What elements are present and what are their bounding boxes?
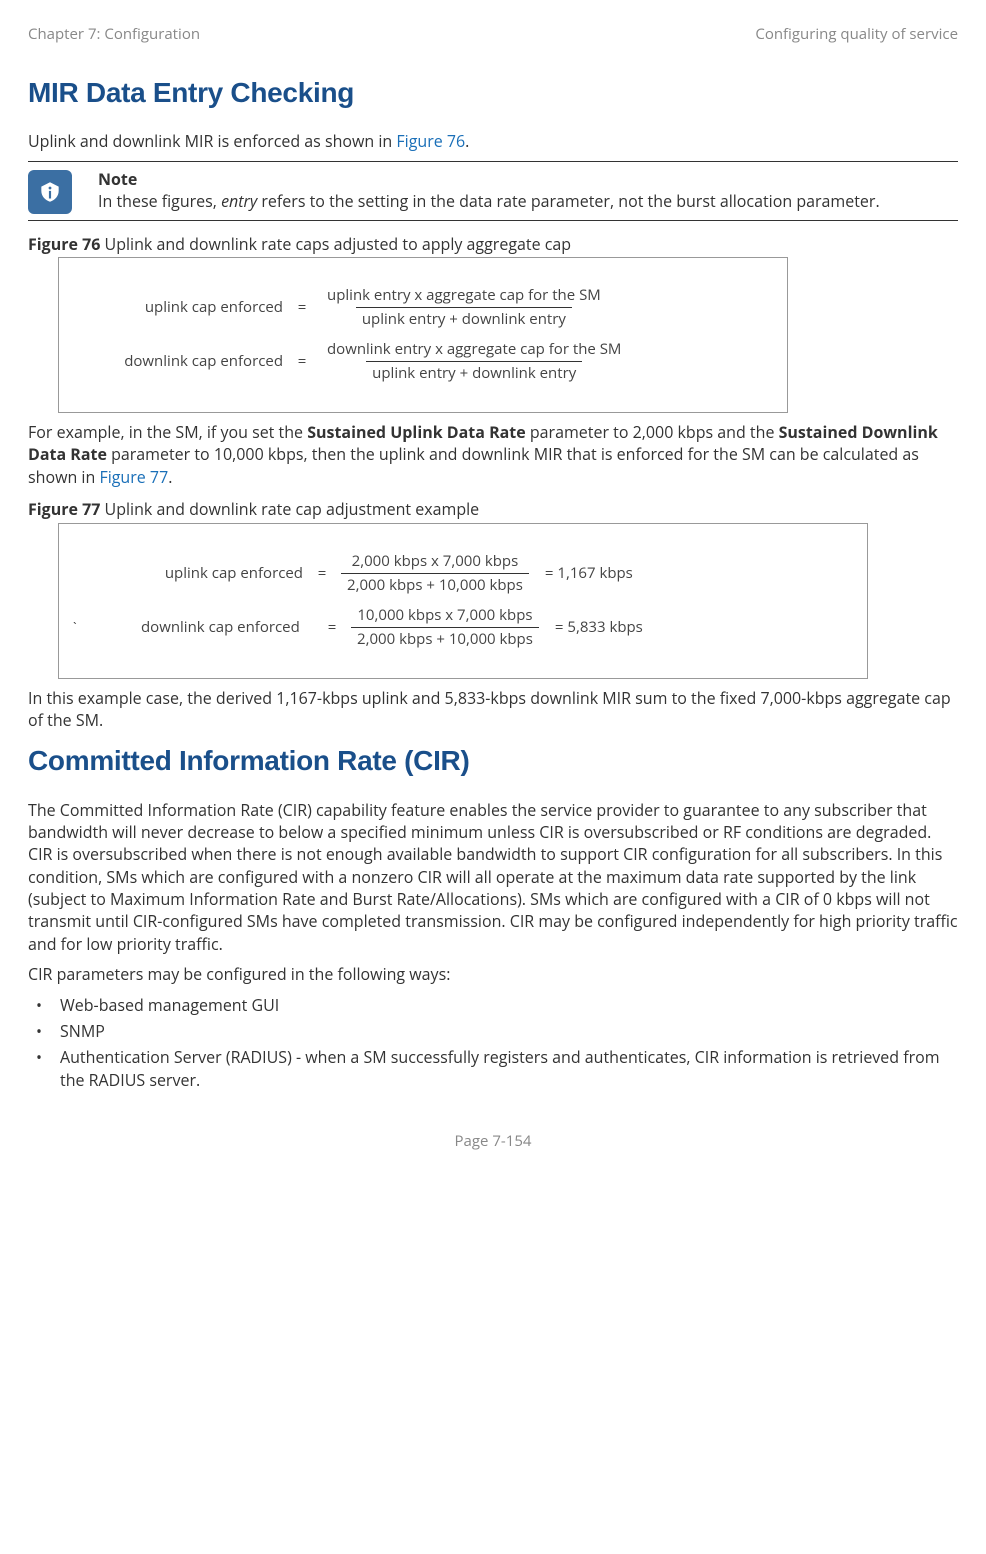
list-item: SNMP: [32, 1020, 958, 1042]
numerator: 2,000 kbps x 7,000 kbps: [346, 552, 525, 574]
list-item: Authentication Server (RADIUS) - when a …: [32, 1046, 958, 1091]
eq-downlink-example: ` downlink cap enforced = 10,000 kbps x …: [73, 606, 853, 650]
page-header: Chapter 7: Configuration Configuring qua…: [28, 24, 958, 45]
note-text: In these figures, entry refers to the se…: [98, 190, 958, 212]
fraction: downlink entry x aggregate cap for the S…: [321, 340, 627, 384]
figure-76-caption: Figure 76 Uplink and downlink rate caps …: [28, 233, 958, 255]
figure-76-link[interactable]: Figure 76: [396, 130, 465, 152]
txt: parameter to 2,000 kbps and the: [526, 421, 779, 443]
figure-77-box: uplink cap enforced = 2,000 kbps x 7,000…: [58, 523, 868, 679]
cir-bullet-list: Web-based management GUI SNMP Authentica…: [28, 994, 958, 1092]
denominator: 2,000 kbps + 10,000 kbps: [341, 573, 529, 596]
note-title: Note: [98, 168, 958, 190]
eq-uplink-cap: uplink cap enforced = uplink entry x agg…: [73, 286, 773, 330]
equals-sign: =: [313, 563, 331, 584]
cir-body-2: CIR parameters may be configured in the …: [28, 963, 958, 985]
backtick-mark: `: [73, 617, 131, 638]
note-body: Note In these figures, entry refers to t…: [98, 168, 958, 214]
result: = 1,167 kbps: [545, 563, 633, 584]
figure-77-text: Uplink and downlink rate cap adjustment …: [100, 498, 479, 520]
eq-label: uplink cap enforced: [73, 297, 283, 318]
fraction: 10,000 kbps x 7,000 kbps 2,000 kbps + 10…: [351, 606, 539, 650]
note-pre: In these figures,: [98, 190, 221, 212]
denominator: uplink entry + downlink entry: [366, 361, 582, 384]
numerator: uplink entry x aggregate cap for the SM: [321, 286, 607, 308]
figure-76-box: uplink cap enforced = uplink entry x agg…: [58, 257, 788, 413]
denominator: uplink entry + downlink entry: [356, 307, 572, 330]
page-footer: Page 7-154: [28, 1131, 958, 1152]
note-icon: [28, 170, 72, 214]
header-right: Configuring quality of service: [755, 24, 958, 45]
bold-sustained-uplink: Sustained Uplink Data Rate: [307, 421, 526, 443]
intro-paragraph: Uplink and downlink MIR is enforced as s…: [28, 130, 958, 152]
eq-label: downlink cap enforced: [73, 351, 283, 372]
note-icon-wrap: [28, 168, 98, 214]
figure-77-label: Figure 77: [28, 498, 100, 520]
fraction: uplink entry x aggregate cap for the SM …: [321, 286, 607, 330]
numerator: downlink entry x aggregate cap for the S…: [321, 340, 627, 362]
result: = 5,833 kbps: [555, 617, 643, 638]
denominator: 2,000 kbps + 10,000 kbps: [351, 627, 539, 650]
section-title-cir: Committed Information Rate (CIR): [28, 741, 958, 780]
eq-label: downlink cap enforced: [141, 617, 313, 638]
equals-sign: =: [293, 297, 311, 318]
txt: .: [168, 466, 172, 488]
cir-body-1: The Committed Information Rate (CIR) cap…: [28, 799, 958, 956]
numerator: 10,000 kbps x 7,000 kbps: [351, 606, 538, 628]
list-item: Web-based management GUI: [32, 994, 958, 1016]
note-em: entry: [221, 190, 257, 212]
intro-text-pre: Uplink and downlink MIR is enforced as s…: [28, 130, 396, 152]
figure-77-link[interactable]: Figure 77: [99, 466, 168, 488]
section-title-mir: MIR Data Entry Checking: [28, 73, 958, 112]
header-left: Chapter 7: Configuration: [28, 24, 200, 45]
note-post: refers to the setting in the data rate p…: [257, 190, 879, 212]
equals-sign: =: [323, 617, 341, 638]
figure-77-caption: Figure 77 Uplink and downlink rate cap a…: [28, 498, 958, 520]
eq-label: uplink cap enforced: [73, 563, 303, 584]
summary-paragraph: In this example case, the derived 1,167-…: [28, 687, 958, 732]
figure-76-label: Figure 76: [28, 233, 100, 255]
intro-text-post: .: [465, 130, 469, 152]
note-callout: Note In these figures, entry refers to t…: [28, 161, 958, 221]
equals-sign: =: [293, 351, 311, 372]
eq-uplink-example: uplink cap enforced = 2,000 kbps x 7,000…: [73, 552, 853, 596]
figure-76-text: Uplink and downlink rate caps adjusted t…: [100, 233, 571, 255]
txt: For example, in the SM, if you set the: [28, 421, 307, 443]
example-paragraph: For example, in the SM, if you set the S…: [28, 421, 958, 488]
eq-downlink-cap: downlink cap enforced = downlink entry x…: [73, 340, 773, 384]
fraction: 2,000 kbps x 7,000 kbps 2,000 kbps + 10,…: [341, 552, 529, 596]
